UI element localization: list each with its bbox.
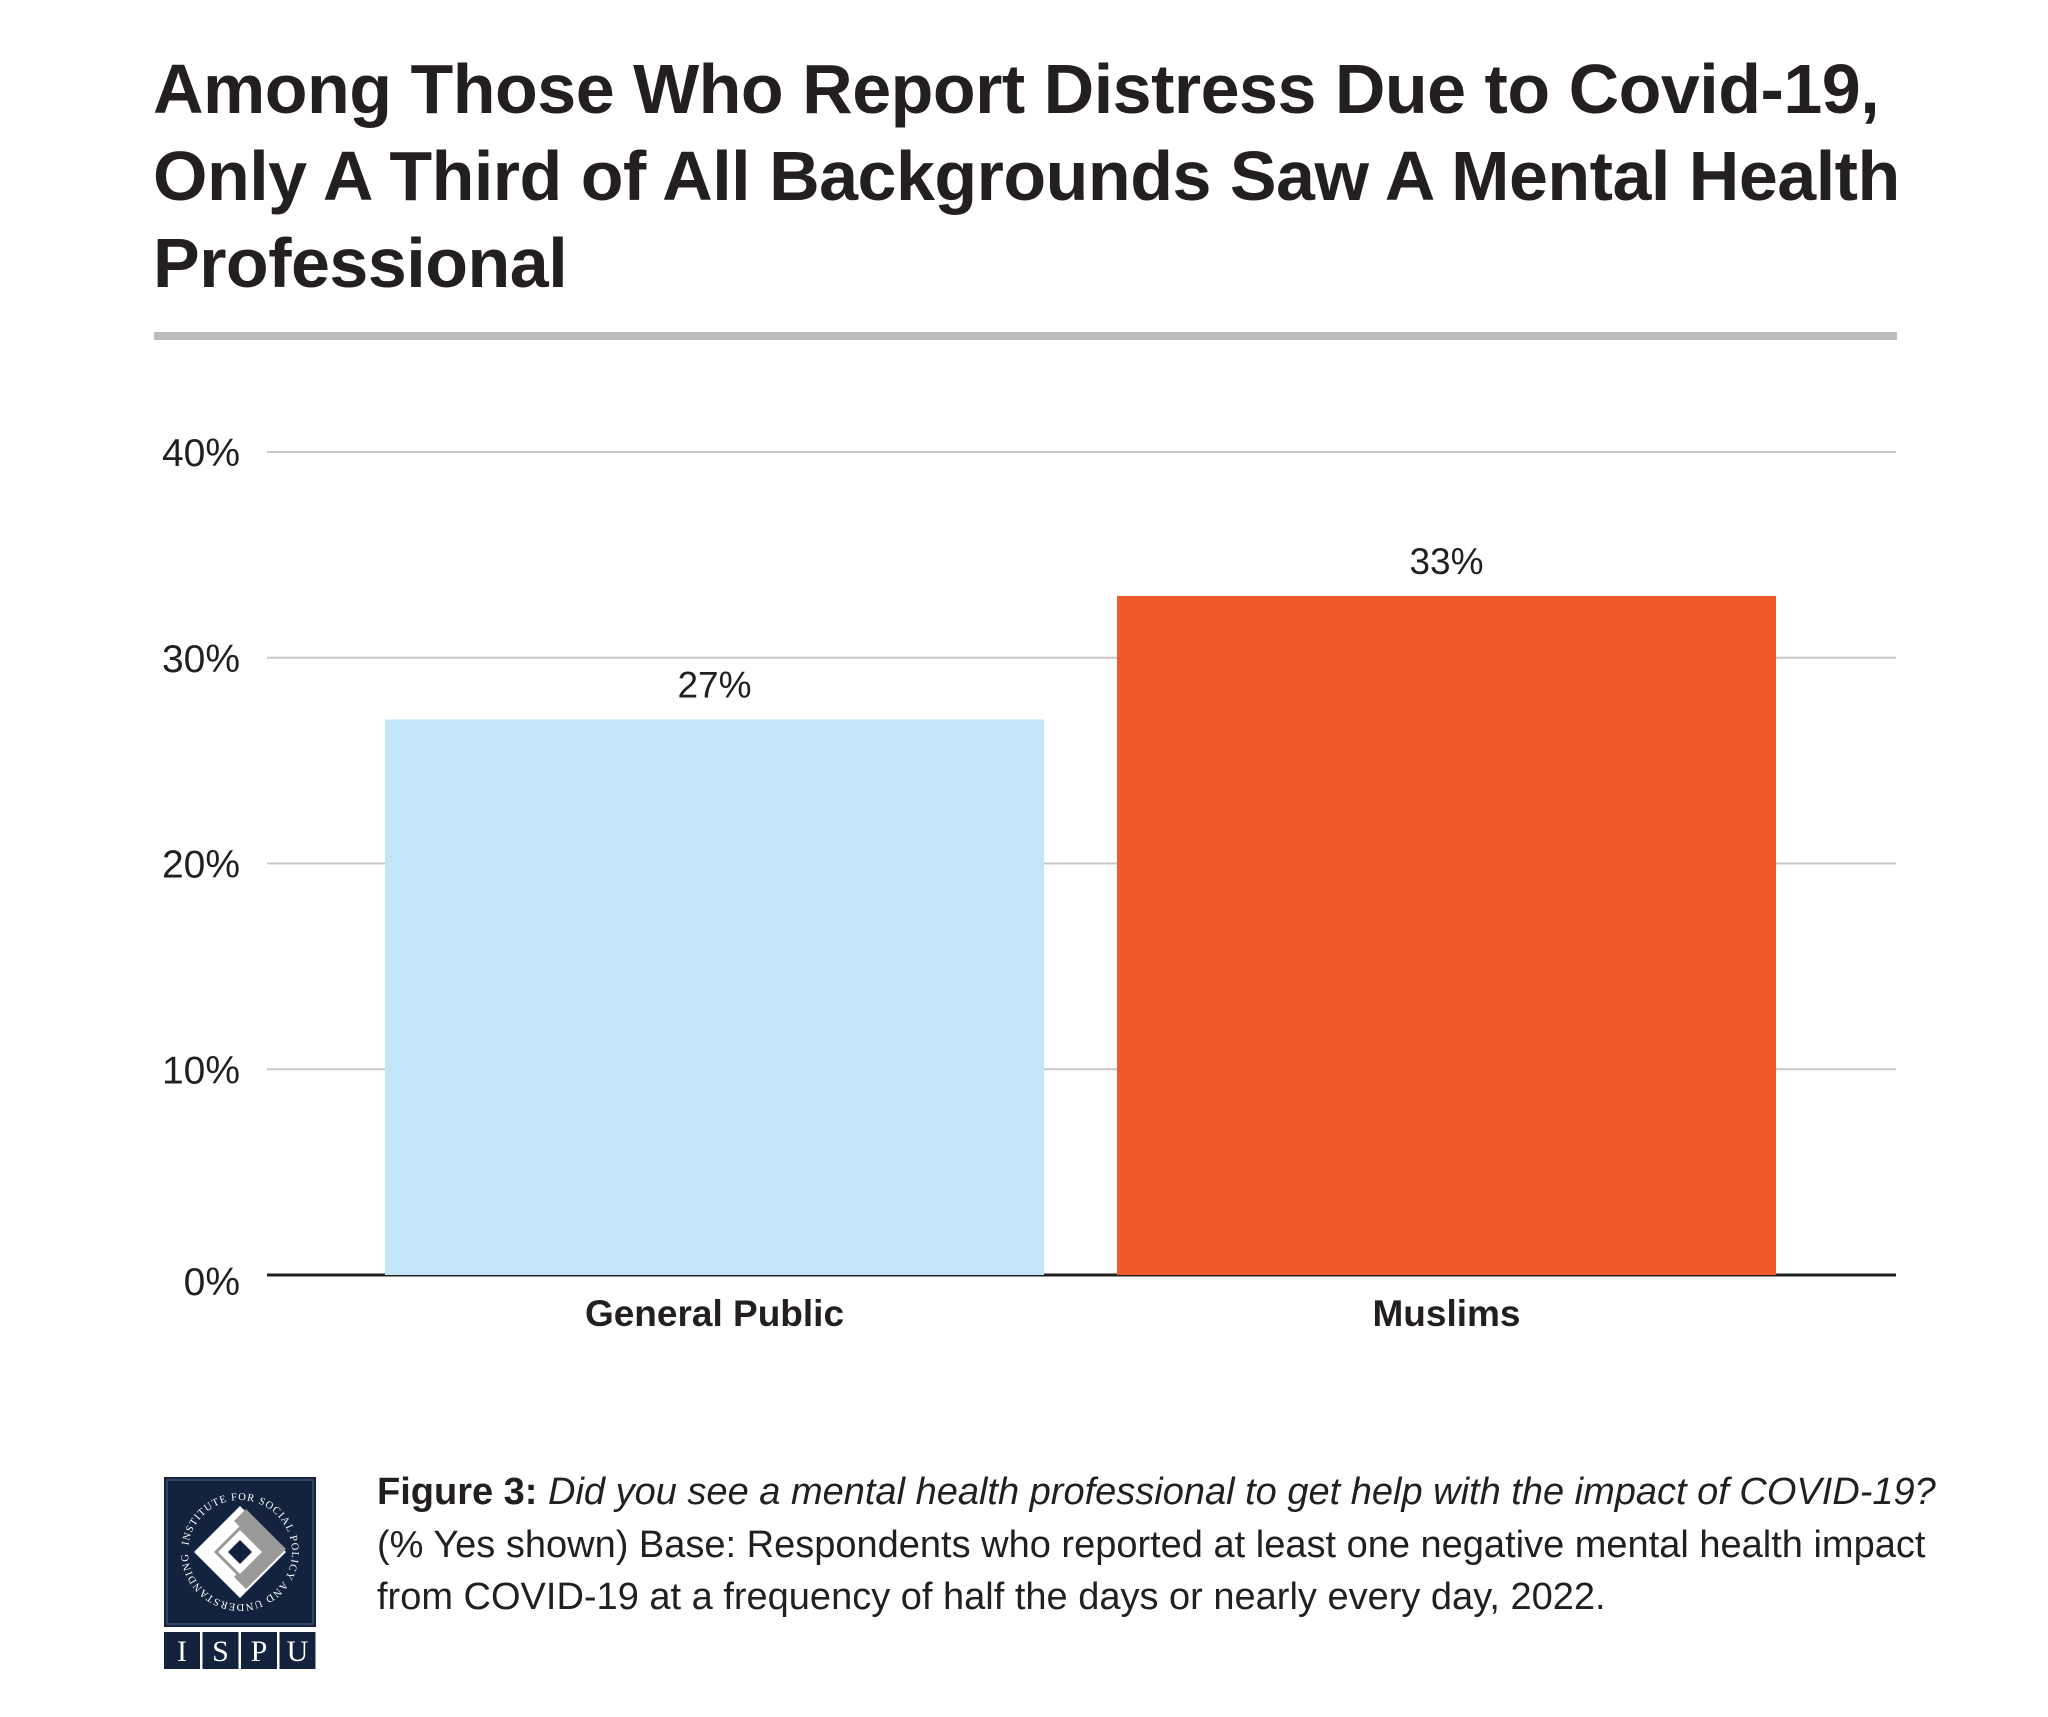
logo-letter-box (164, 1632, 200, 1669)
logo-letter: I (177, 1635, 187, 1668)
logo-letter-box (241, 1632, 277, 1669)
figure-label: Figure 3: (377, 1471, 538, 1513)
y-tick-label: 30% (162, 638, 240, 681)
ispu-logo: INSTITUTE FOR SOCIAL POLICY AND UNDERSTA… (164, 1477, 316, 1669)
y-tick-label: 20% (162, 844, 240, 887)
logo-letter-box (279, 1632, 316, 1669)
bar-general-public (385, 719, 1044, 1275)
y-tick-label: 40% (162, 432, 240, 475)
title-divider (154, 332, 1897, 340)
data-label: 33% (1409, 541, 1483, 582)
y-tick-label: 10% (162, 1049, 240, 1092)
figure-note: (% Yes shown) Base: Respondents who repo… (377, 1523, 1926, 1619)
logo-letter: S (212, 1635, 229, 1668)
chart-title: Among Those Who Report Distress Due to C… (153, 50, 1900, 302)
figure-caption: Figure 3: Did you see a mental health pr… (377, 1466, 1937, 1624)
x-category-label: Muslims (1372, 1293, 1520, 1334)
data-label: 27% (677, 664, 751, 705)
bar-chart: 0% 10% 20% 30% 40% 27% General Public 33% Muslim… (162, 432, 1896, 1334)
figure-question: Did you see a mental health professional… (548, 1471, 1936, 1513)
logo-letter-box (202, 1632, 239, 1669)
logo-letter: U (287, 1635, 309, 1668)
bar-muslims (1117, 596, 1776, 1275)
logo-letter: P (251, 1635, 268, 1668)
x-category-label: General Public (585, 1293, 844, 1334)
y-tick-label: 0% (184, 1261, 240, 1304)
